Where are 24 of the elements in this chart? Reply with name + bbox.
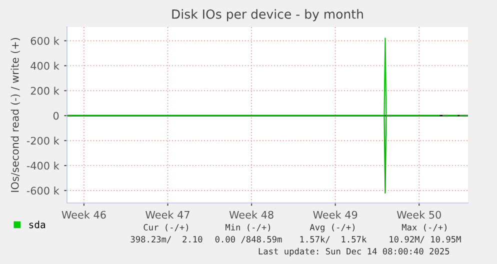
x-tick-label: Week 50 xyxy=(396,210,441,219)
y-tick-label: 200 k xyxy=(30,86,60,95)
x-tick-label: Week 46 xyxy=(62,210,106,219)
text: 398.23m/ 2.10 xyxy=(130,236,202,244)
y-tick-label: -600 k xyxy=(26,186,60,195)
y-axis-title: IOs/second read (-) / write (+) xyxy=(10,38,20,192)
text: Cur (-/+) xyxy=(144,224,188,232)
text: Min (-/+) xyxy=(226,224,270,232)
text: Max (-/+) xyxy=(402,224,446,232)
text: 0.00 /848.59m xyxy=(215,236,282,244)
text: 10.92M/ 10.95M xyxy=(390,236,461,244)
y-tick-label: -400 k xyxy=(26,162,60,170)
y-tick-label: 0 xyxy=(53,112,59,120)
text: Last update: Sun Dec 14 08:00:40 2025 xyxy=(258,248,450,256)
legend-label: sda xyxy=(29,220,46,228)
y-tick-label: 400 k xyxy=(30,62,60,70)
text: Avg (-/+) xyxy=(310,224,355,232)
x-tick-label: Week 47 xyxy=(146,210,190,219)
y-tick-label: 600 k xyxy=(30,36,60,45)
y-tick-label: -200 k xyxy=(26,136,60,145)
x-tick-label: Week 49 xyxy=(313,210,358,219)
text: 1.57k/ 1.57k xyxy=(300,236,367,244)
x-tick-label: Week 48 xyxy=(229,210,274,219)
chart-title: Disk IOs per device - by month xyxy=(172,9,363,22)
